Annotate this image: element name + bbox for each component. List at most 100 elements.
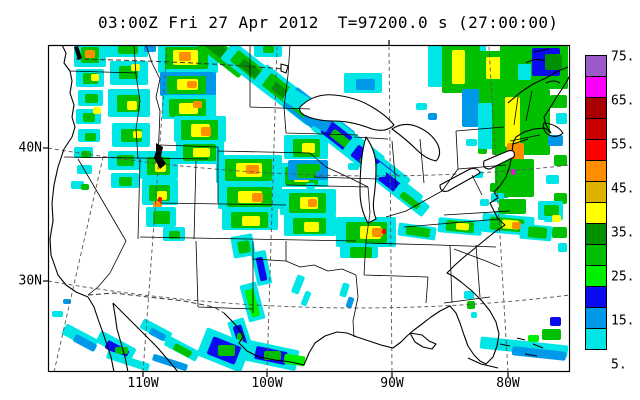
radar-cell <box>308 199 317 207</box>
colorbar-cell <box>585 307 607 329</box>
radar-cell <box>81 184 89 190</box>
lake-of-the-woods <box>280 63 289 74</box>
radar-cell <box>71 181 84 189</box>
plot-frame <box>47 44 571 373</box>
radar-cell <box>542 329 561 340</box>
radar-cell <box>242 216 260 226</box>
colorbar-cell <box>585 160 607 182</box>
radar-cell <box>316 171 325 178</box>
colorbar-label-35: 35. <box>611 225 635 241</box>
radar-cell <box>464 291 474 299</box>
radar-cell <box>252 193 263 202</box>
radar-cell <box>115 347 128 354</box>
radar-cell <box>550 95 567 108</box>
lat-label-30N: 30N <box>18 273 42 289</box>
colorbar-cell <box>585 328 607 350</box>
colorbar-label-5: 5. <box>611 357 627 373</box>
colorbar-label-25: 25. <box>611 269 635 285</box>
colorbar-cell <box>585 244 607 266</box>
lon-label-80W: 80W <box>496 376 520 391</box>
radar-cell <box>52 311 63 317</box>
radar-cell <box>263 46 274 53</box>
gridline-110W <box>142 46 168 372</box>
radar-cell <box>218 345 235 356</box>
colorbar-cell <box>585 97 607 119</box>
lon-label-100W: 100W <box>251 376 283 391</box>
plot-title: 03:00Z Fri 27 Apr 2012 T=97200.0 s (27:00… <box>98 13 558 32</box>
radar-cell <box>83 113 95 122</box>
gridline-120W <box>53 152 105 372</box>
radar-cell <box>528 335 539 342</box>
radar-cell <box>511 346 567 361</box>
colorbar <box>585 55 607 350</box>
radar-cell <box>127 101 137 110</box>
mississippi-delta <box>409 332 437 350</box>
radar-cell <box>133 131 142 138</box>
radar-cell <box>119 177 132 186</box>
colorbar-cell <box>585 265 607 287</box>
radar-cell <box>85 133 96 141</box>
great-lakes <box>298 94 515 224</box>
radar-cell <box>452 50 465 84</box>
colorbar-cell <box>585 55 607 77</box>
mexico-border <box>87 292 225 314</box>
radar-cell <box>301 291 311 306</box>
radar-cell <box>153 201 162 208</box>
lon-label-90W: 90W <box>380 376 404 391</box>
gridline-90W <box>388 46 393 372</box>
radar-cell <box>372 228 383 237</box>
radar-cell <box>118 45 138 54</box>
gridline-30N <box>48 280 570 309</box>
radar-cell <box>455 222 470 231</box>
radar-cell <box>173 343 192 358</box>
radar-cell <box>193 101 202 108</box>
radar-layer <box>52 45 569 372</box>
radar-cell <box>545 54 562 70</box>
radar-cell <box>345 296 355 309</box>
radar-cell <box>405 225 431 238</box>
colorbar-label-45: 45. <box>611 181 635 197</box>
cuba-bahamas <box>467 337 544 369</box>
radar-cell <box>499 199 526 214</box>
radar-cell <box>348 163 359 170</box>
radar-cell <box>81 151 91 158</box>
lake-ontario <box>483 150 515 170</box>
radar-cell <box>556 113 567 124</box>
colorbar-label-65: 65. <box>611 93 635 109</box>
radar-cell <box>552 227 567 238</box>
radar-cell <box>558 243 567 252</box>
lat-label-40N: 40N <box>18 140 42 156</box>
radar-cell <box>550 317 561 326</box>
radar-cell <box>511 169 515 175</box>
valid-time-label: 03:00Z Fri 27 Apr 2012 <box>98 13 319 32</box>
radar-cell <box>544 205 559 216</box>
radar-cell <box>399 191 421 210</box>
colorbar-label-75: 75. <box>611 49 635 65</box>
radar-cell <box>63 299 71 304</box>
forecast-time-label: T=97200.0 s (27:00:00) <box>337 13 559 32</box>
radar-cell <box>149 328 166 341</box>
radar-cell <box>106 350 150 372</box>
lake-erie <box>439 167 481 192</box>
radar-cell <box>179 52 191 61</box>
lake-superior <box>298 94 395 131</box>
radar-cell <box>554 155 567 166</box>
radar-cell <box>428 113 437 120</box>
st-lawrence-maritimes <box>507 48 569 138</box>
radar-cell <box>471 312 477 318</box>
puget-sound <box>74 46 82 60</box>
coastlines <box>49 45 570 372</box>
radar-cell <box>255 256 268 282</box>
radar-cell <box>85 94 98 103</box>
lake-huron <box>391 123 441 162</box>
radar-cell <box>169 231 180 239</box>
radar-cell <box>201 127 211 136</box>
radar-cell <box>462 89 479 127</box>
colorbar-cell <box>585 118 607 140</box>
radar-cell <box>339 282 350 298</box>
inland-water <box>74 46 166 169</box>
map-canvas <box>43 40 571 377</box>
radar-cell <box>527 226 548 239</box>
radar-cell <box>548 135 563 146</box>
